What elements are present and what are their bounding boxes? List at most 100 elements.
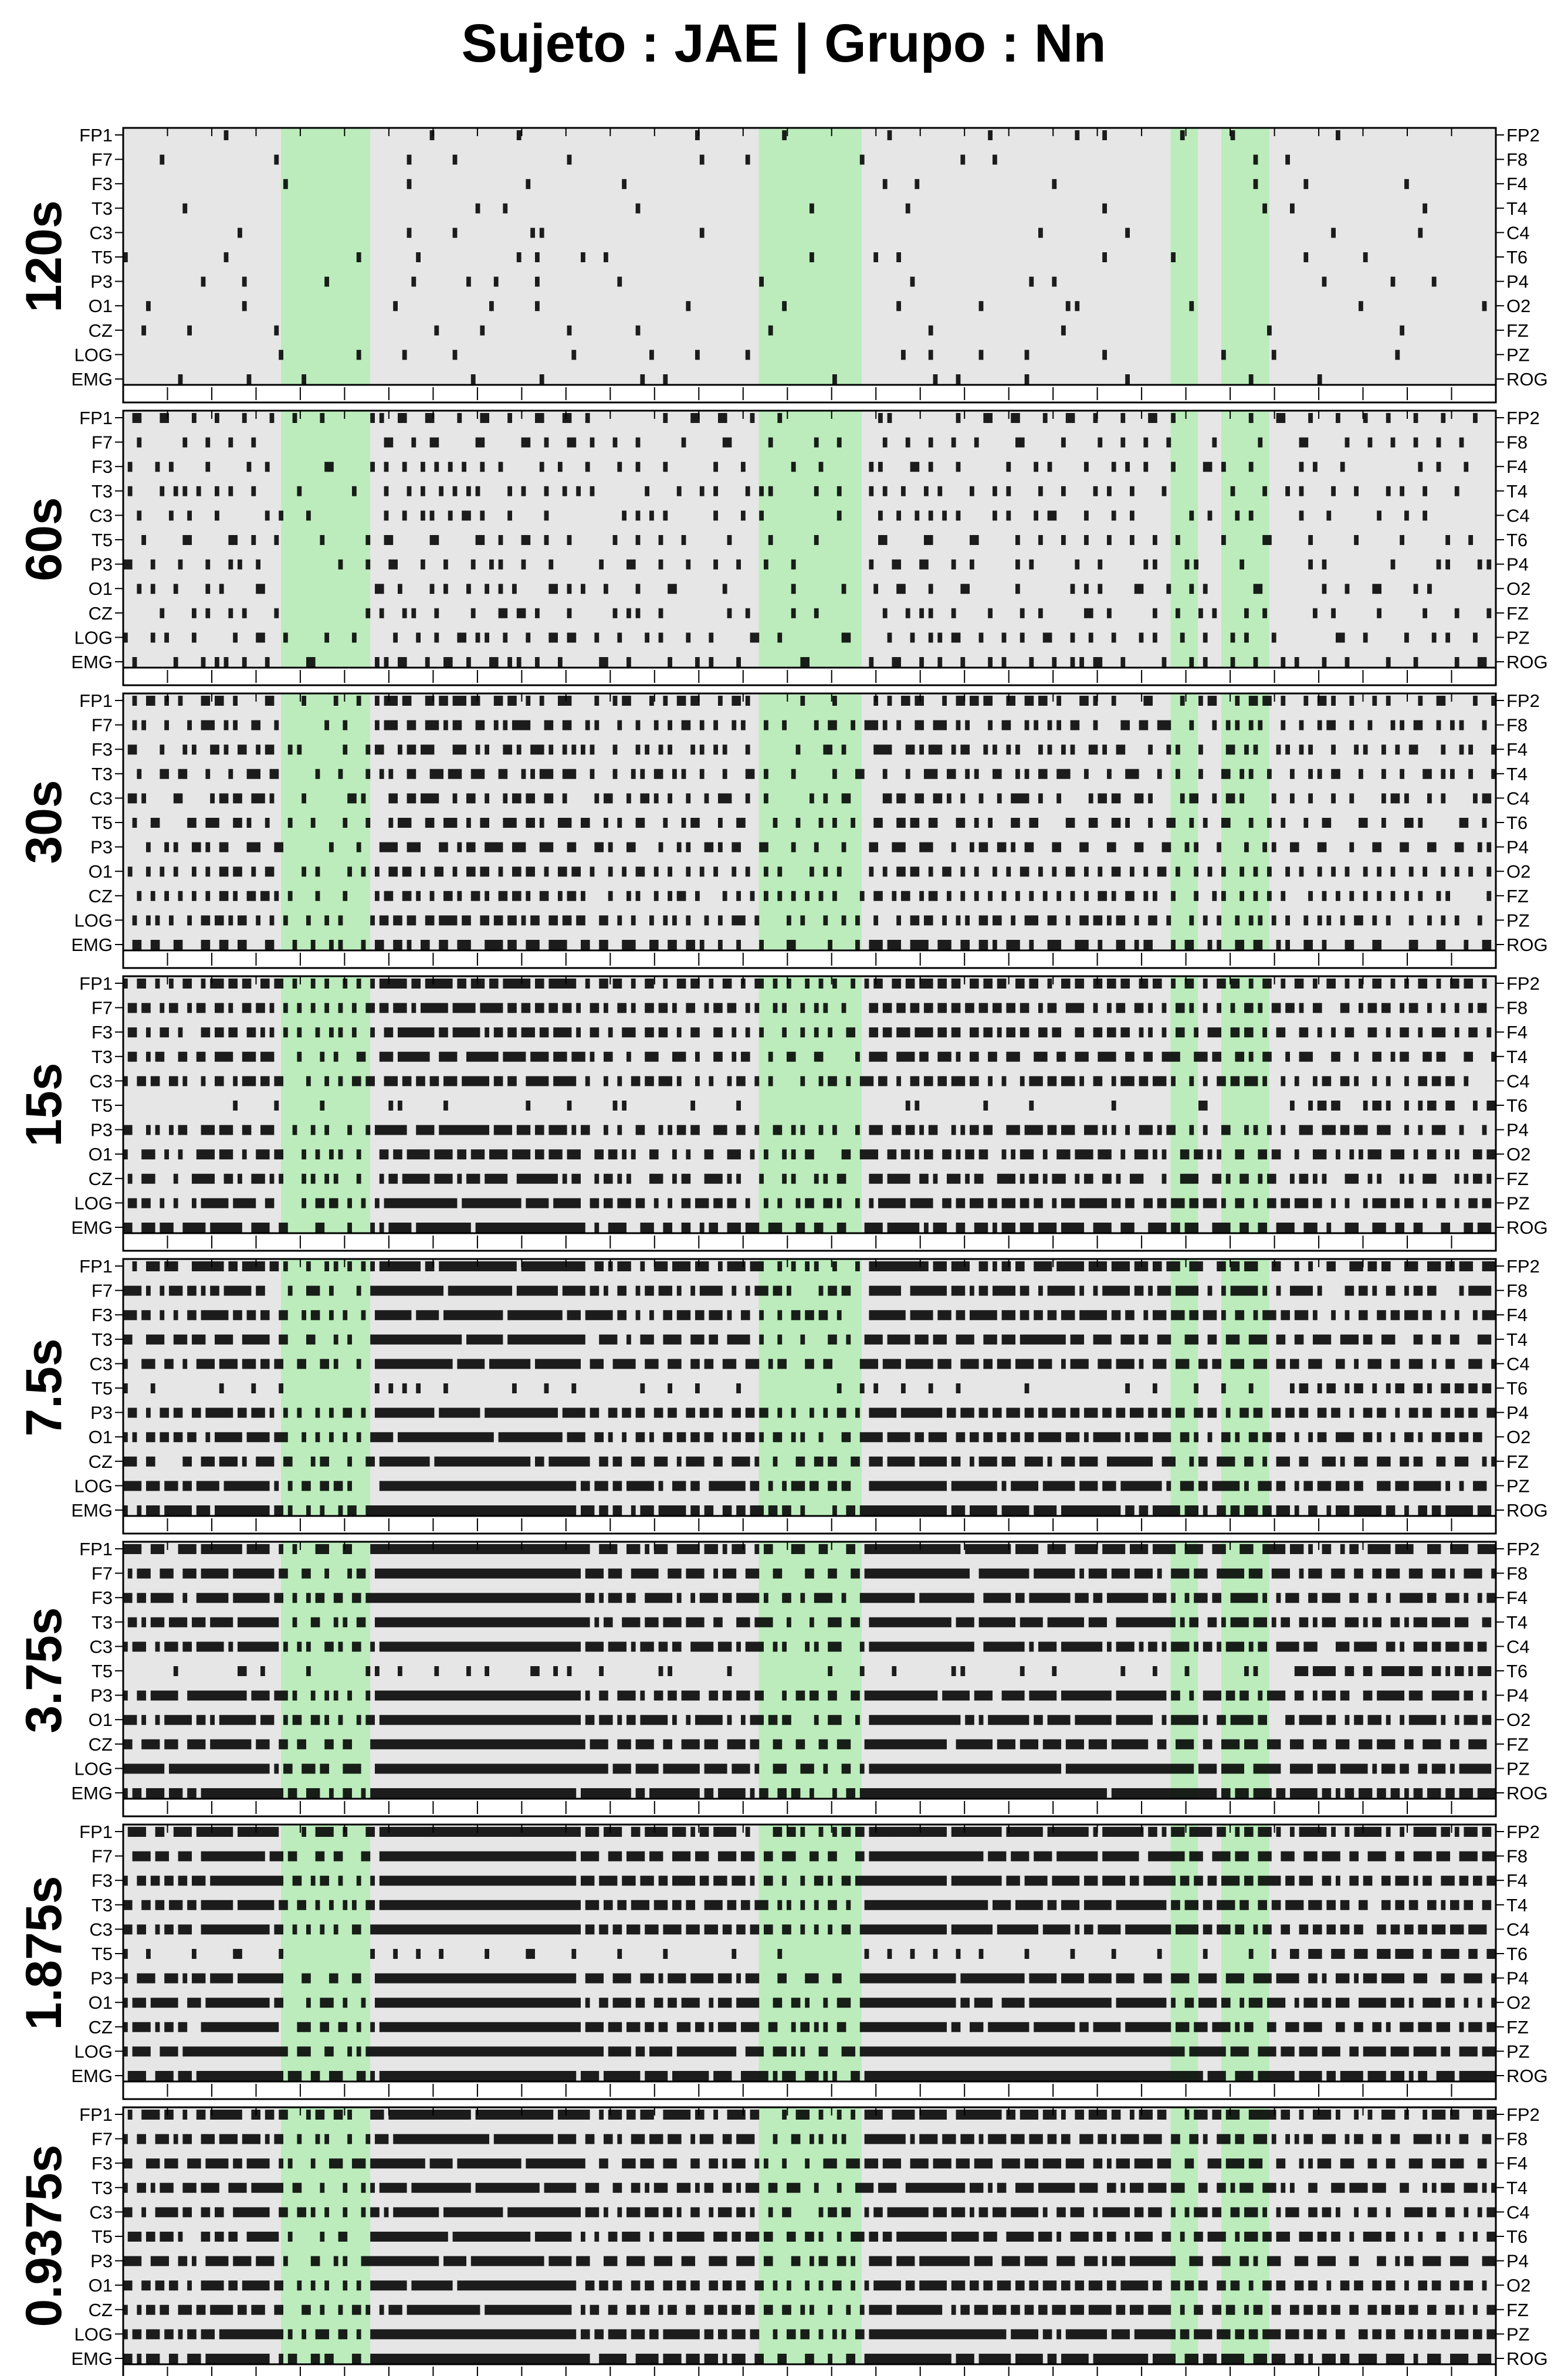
left-channel-label: T3 — [92, 198, 113, 219]
highlight-band — [1221, 411, 1269, 685]
left-channel-label: FP1 — [79, 973, 113, 994]
panel-strip — [123, 1799, 1496, 1816]
left-channel-label: FP1 — [79, 1256, 113, 1277]
right-channel-label: C4 — [1506, 1636, 1530, 1657]
right-channel-label: T4 — [1506, 764, 1528, 784]
right-channel-label: ROG — [1506, 1217, 1548, 1238]
left-channel-label: CZ — [89, 603, 113, 624]
right-channel-label: O2 — [1506, 296, 1530, 316]
right-channel-label: F4 — [1506, 174, 1528, 194]
left-channel-label: T5 — [92, 813, 113, 833]
left-channel-label: C3 — [89, 222, 113, 243]
right-channel-label: F8 — [1506, 1563, 1528, 1584]
right-channel-label: ROG — [1506, 935, 1548, 955]
right-channel-label: T6 — [1506, 247, 1528, 268]
left-channel-label: EMG — [71, 2348, 113, 2369]
left-channel-label: EMG — [71, 1783, 113, 1803]
left-channel-label: P3 — [90, 2251, 113, 2272]
right-channel-label: O2 — [1506, 1427, 1530, 1447]
right-channel-label: FP2 — [1506, 408, 1540, 428]
right-channel-label: T6 — [1506, 2226, 1528, 2247]
right-channel-label: T4 — [1506, 2178, 1528, 2198]
right-channel-label: F8 — [1506, 432, 1528, 453]
highlight-band — [1170, 1542, 1198, 1816]
right-channel-label: PZ — [1506, 2041, 1530, 2062]
panel-0: FP1 FP2 F7 F8 F3 F4 T3 T4 C3 C4 T5 T6 P3 P4 O1 O2 CZ FZ LO… — [16, 125, 1548, 402]
left-channel-label: F7 — [92, 2129, 113, 2150]
left-channel-label: LOG — [74, 910, 113, 930]
right-channel-label: T4 — [1506, 1047, 1528, 1067]
highlight-band — [281, 411, 370, 685]
left-channel-label: O1 — [89, 296, 113, 316]
panel-strip — [123, 950, 1496, 968]
highlight-band — [1221, 693, 1269, 968]
left-channel-label: C3 — [89, 788, 113, 808]
right-channel-label: F4 — [1506, 2153, 1528, 2174]
resolution-label: 120s — [16, 200, 72, 312]
right-channel-label: C4 — [1506, 1353, 1530, 1374]
left-channel-label: T5 — [92, 1661, 113, 1681]
right-channel-label: ROG — [1506, 2348, 1548, 2369]
right-channel-label: F4 — [1506, 1305, 1528, 1325]
left-channel-label: LOG — [74, 344, 113, 365]
left-channel-label: F3 — [92, 456, 113, 477]
highlight-band — [758, 693, 862, 968]
right-channel-label: C4 — [1506, 1071, 1530, 1091]
panel-strip — [123, 1233, 1496, 1251]
left-channel-label: O1 — [89, 1710, 113, 1730]
highlight-band — [1170, 976, 1198, 1251]
left-channel-label: F3 — [92, 1022, 113, 1043]
left-channel-label: O1 — [89, 578, 113, 599]
left-channel-label: P3 — [90, 837, 113, 858]
left-channel-label: F7 — [92, 715, 113, 736]
right-channel-label: FZ — [1506, 886, 1529, 906]
right-channel-label: P4 — [1506, 1120, 1529, 1140]
right-channel-label: PZ — [1506, 1193, 1530, 1213]
highlight-band — [1221, 1259, 1269, 1534]
left-channel-label: FP1 — [79, 408, 113, 428]
highlight-band — [1221, 1542, 1269, 1816]
right-channel-label: FZ — [1506, 1734, 1529, 1755]
panel-4: FP1 FP2F7 F8F3 F4T3 T4C3 C4T5 T6P3 P4O1 O2CZ FZLO… — [16, 1256, 1548, 1534]
highlight-band — [1221, 976, 1269, 1251]
panel-1: FP1 FP2F7 F8F3 F4T3 T4C3 C4T5 T6P3 P4O1 O2CZ FZLO… — [16, 408, 1548, 685]
right-channel-label: FP2 — [1506, 2104, 1540, 2125]
left-channel-label: C3 — [89, 1919, 113, 1940]
left-channel-label: T5 — [92, 1378, 113, 1399]
highlight-band — [758, 976, 862, 1251]
left-channel-label: EMG — [71, 652, 113, 672]
highlight-band — [281, 1825, 370, 2099]
right-channel-label: ROG — [1506, 652, 1548, 672]
right-channel-label: FP2 — [1506, 125, 1540, 145]
right-channel-label: T6 — [1506, 1944, 1528, 1964]
right-channel-label: F8 — [1506, 1846, 1528, 1867]
right-channel-label: T6 — [1506, 530, 1528, 550]
left-channel-label: EMG — [71, 1500, 113, 1521]
right-channel-label: C4 — [1506, 222, 1530, 243]
right-channel-label: T6 — [1506, 1378, 1528, 1399]
right-channel-label: FZ — [1506, 1451, 1529, 1472]
right-channel-label: O2 — [1506, 1710, 1530, 1730]
left-channel-label: FP1 — [79, 1539, 113, 1559]
right-channel-label: T4 — [1506, 1895, 1528, 1915]
right-channel-label: FZ — [1506, 1169, 1529, 1189]
right-channel-label: T4 — [1506, 1612, 1528, 1633]
left-channel-label: F3 — [92, 1305, 113, 1325]
right-channel-label: T4 — [1506, 1329, 1528, 1350]
left-channel-label: FP1 — [79, 1822, 113, 1842]
left-channel-label: C3 — [89, 1353, 113, 1374]
left-channel-label: C3 — [89, 1636, 113, 1657]
left-channel-label: P3 — [90, 272, 113, 292]
right-channel-label: F8 — [1506, 1281, 1528, 1301]
left-channel-label: T3 — [92, 2178, 113, 2198]
panel-strip — [123, 385, 1496, 402]
right-channel-label: O2 — [1506, 1144, 1530, 1165]
right-channel-label: FP2 — [1506, 1256, 1540, 1277]
left-channel-label: F7 — [92, 998, 113, 1018]
resolution-label: 1.875s — [16, 1876, 72, 2030]
left-channel-label: T5 — [92, 530, 113, 550]
right-channel-label: FZ — [1506, 603, 1529, 624]
panels-group: FP1 FP2 F7 F8 F3 F4 T3 T4 C3 C4 T5 T6 P3 P4 O1 O2 CZ FZ LO… — [16, 125, 1548, 2376]
resolution-label: 3.75s — [16, 1607, 72, 1733]
